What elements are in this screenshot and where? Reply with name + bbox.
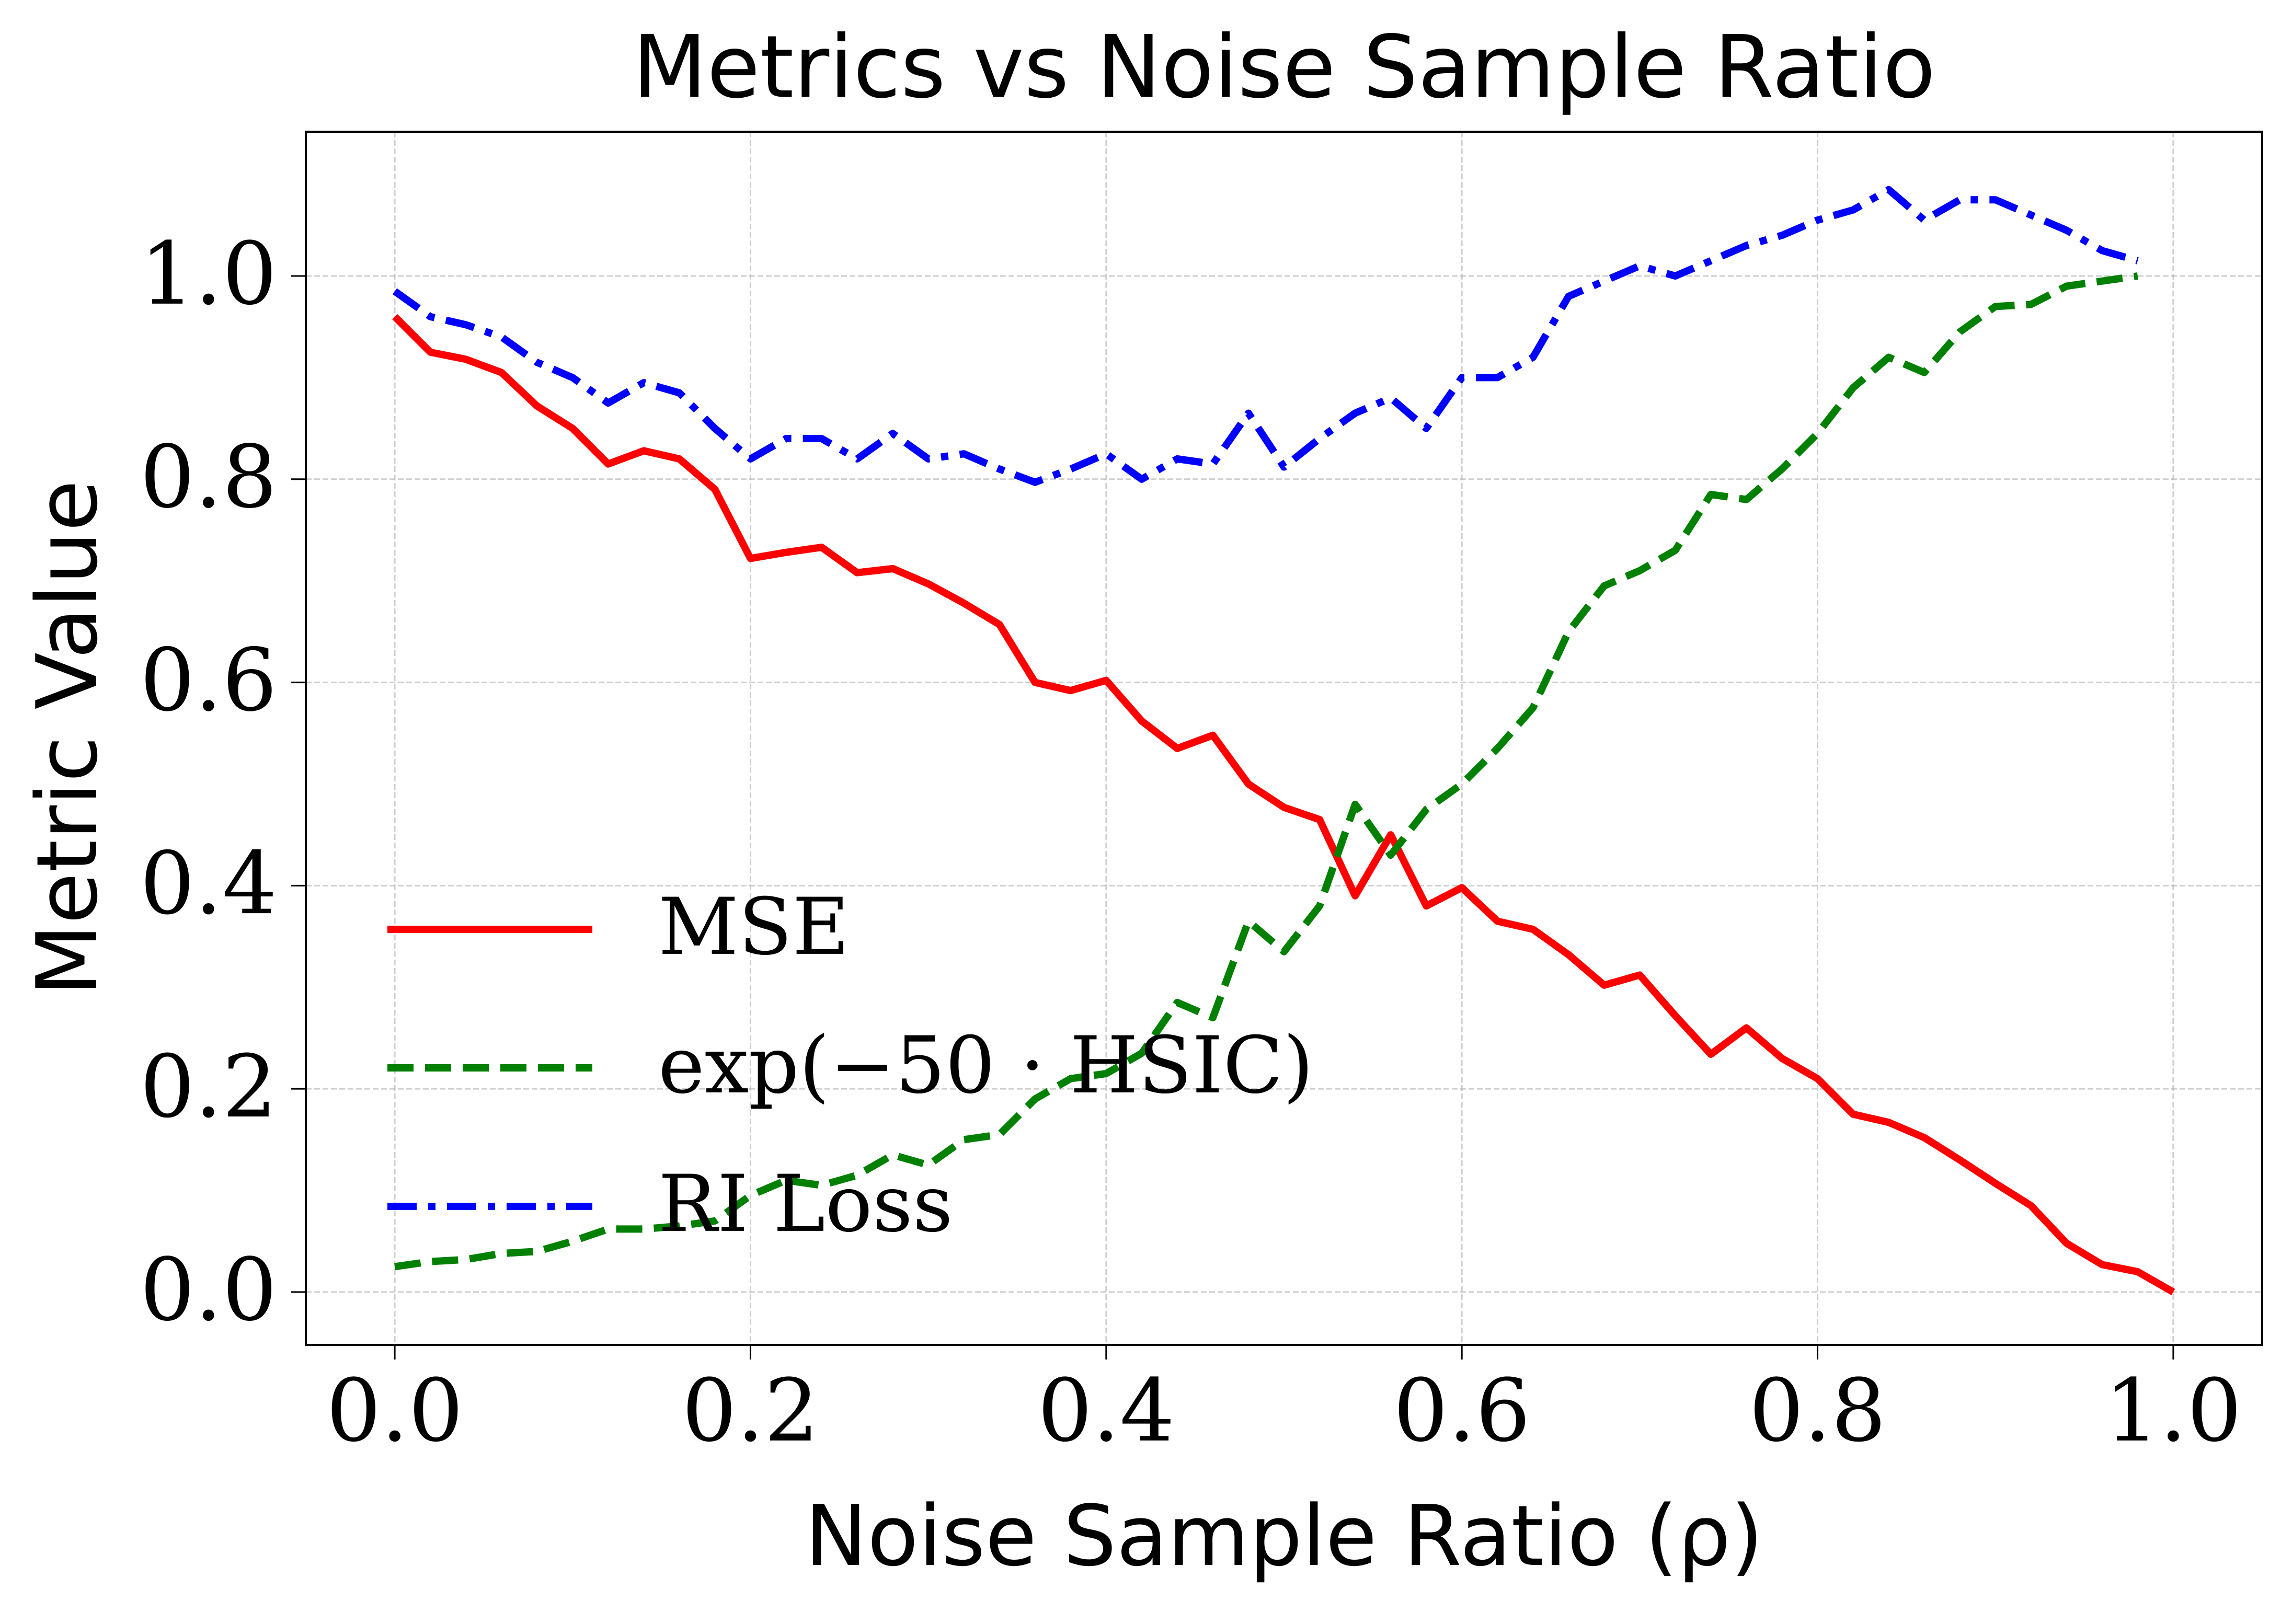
legend-label: exp(−50 · HSIC) <box>658 1020 1314 1111</box>
series-line <box>393 186 2139 486</box>
x-tick-label: 0.2 <box>682 1361 819 1461</box>
y-axis-label: Metric Value <box>18 480 116 996</box>
y-tick-label: 0.8 <box>140 427 277 527</box>
y-tick-label: 1.0 <box>140 224 277 324</box>
plot-frame <box>305 131 2263 1346</box>
y-tick-label: 0.4 <box>140 833 277 934</box>
x-tick-label: 1.0 <box>2105 1361 2242 1461</box>
series-line <box>394 272 2138 1271</box>
series-line <box>392 314 2175 1295</box>
legend-label: MSE <box>658 882 850 973</box>
x-tick-label: 0.8 <box>1749 1361 1886 1461</box>
legend-label: RI Loss <box>658 1159 953 1250</box>
x-tick-label: 0.6 <box>1393 1361 1530 1461</box>
x-axis-label: Noise Sample Ratio (ρ) <box>805 1487 1763 1585</box>
y-tick-label: 0.0 <box>140 1240 277 1340</box>
x-tick-label: 0.4 <box>1038 1361 1175 1461</box>
chart-title: Metrics vs Noise Sample Ratio <box>633 17 1935 117</box>
x-tick-label: 0.0 <box>326 1361 463 1461</box>
y-tick-label: 0.2 <box>140 1036 277 1137</box>
y-tick-label: 0.6 <box>140 630 277 730</box>
